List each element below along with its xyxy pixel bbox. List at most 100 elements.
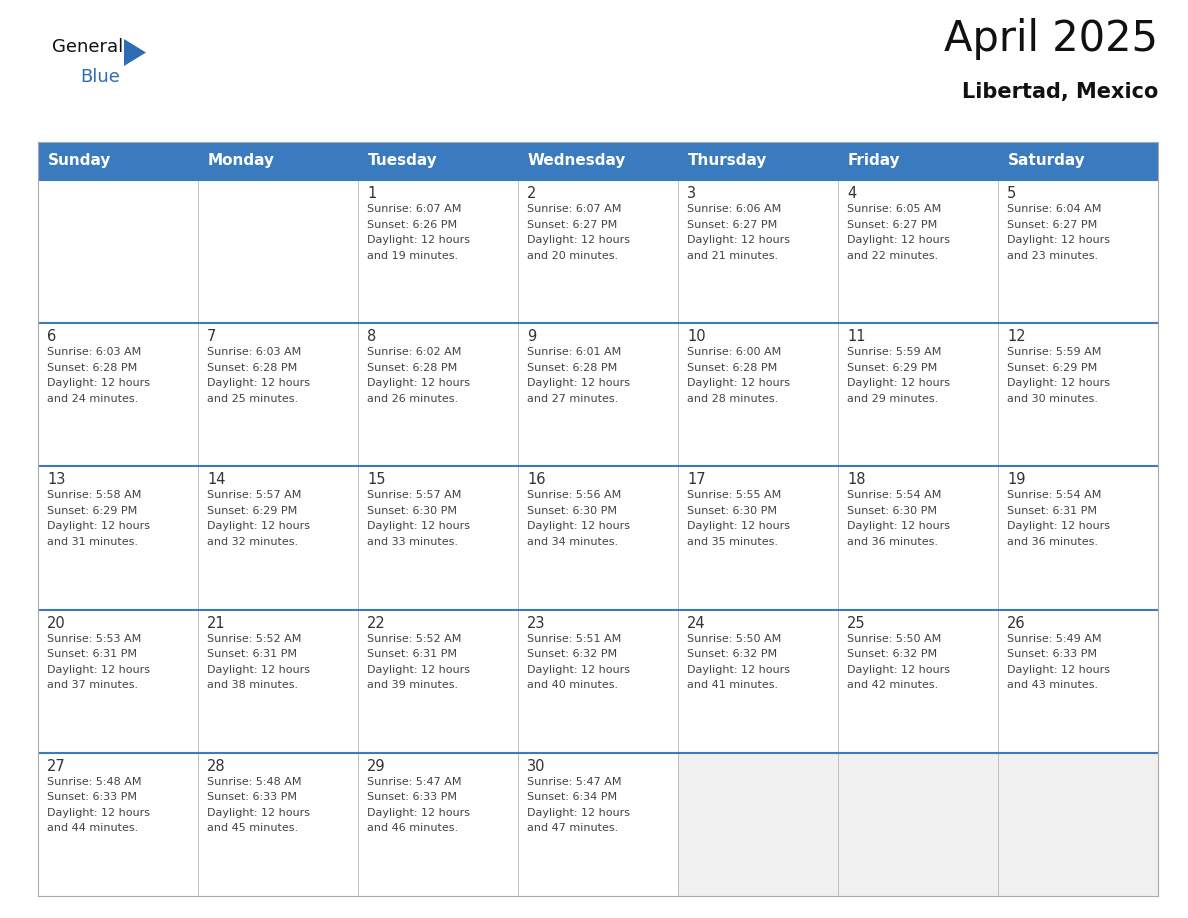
Text: Daylight: 12 hours: Daylight: 12 hours [207, 521, 310, 532]
Text: Daylight: 12 hours: Daylight: 12 hours [527, 235, 630, 245]
Text: Daylight: 12 hours: Daylight: 12 hours [687, 665, 790, 675]
FancyBboxPatch shape [998, 323, 1158, 466]
Text: Daylight: 12 hours: Daylight: 12 hours [207, 808, 310, 818]
Text: and 34 minutes.: and 34 minutes. [527, 537, 618, 547]
Text: Sunset: 6:32 PM: Sunset: 6:32 PM [527, 649, 617, 659]
Text: and 19 minutes.: and 19 minutes. [367, 251, 459, 261]
Text: and 36 minutes.: and 36 minutes. [1007, 537, 1098, 547]
Text: Sunrise: 6:04 AM: Sunrise: 6:04 AM [1007, 204, 1101, 214]
Text: Sunset: 6:28 PM: Sunset: 6:28 PM [48, 363, 138, 373]
Text: Daylight: 12 hours: Daylight: 12 hours [687, 378, 790, 388]
Text: Sunset: 6:30 PM: Sunset: 6:30 PM [847, 506, 937, 516]
FancyBboxPatch shape [198, 753, 358, 896]
FancyBboxPatch shape [998, 610, 1158, 753]
Text: Sunrise: 5:56 AM: Sunrise: 5:56 AM [527, 490, 621, 500]
FancyBboxPatch shape [518, 466, 678, 610]
Text: Daylight: 12 hours: Daylight: 12 hours [847, 521, 950, 532]
FancyBboxPatch shape [518, 180, 678, 323]
Text: and 26 minutes.: and 26 minutes. [367, 394, 459, 404]
FancyBboxPatch shape [358, 323, 518, 466]
Text: and 39 minutes.: and 39 minutes. [367, 680, 459, 690]
Text: 25: 25 [847, 616, 866, 631]
Text: and 30 minutes.: and 30 minutes. [1007, 394, 1098, 404]
Text: Sunrise: 6:07 AM: Sunrise: 6:07 AM [527, 204, 621, 214]
Text: Daylight: 12 hours: Daylight: 12 hours [527, 521, 630, 532]
Text: 8: 8 [367, 330, 377, 344]
FancyBboxPatch shape [38, 323, 198, 466]
FancyBboxPatch shape [198, 466, 358, 610]
Text: Sunset: 6:33 PM: Sunset: 6:33 PM [367, 792, 457, 802]
Text: Sunset: 6:28 PM: Sunset: 6:28 PM [367, 363, 457, 373]
Text: Sunrise: 5:50 AM: Sunrise: 5:50 AM [687, 633, 782, 644]
Text: and 41 minutes.: and 41 minutes. [687, 680, 778, 690]
Text: Sunrise: 5:48 AM: Sunrise: 5:48 AM [48, 777, 141, 787]
Text: Sunset: 6:27 PM: Sunset: 6:27 PM [1007, 219, 1098, 230]
FancyBboxPatch shape [838, 610, 998, 753]
Text: and 40 minutes.: and 40 minutes. [527, 680, 618, 690]
FancyBboxPatch shape [38, 180, 198, 323]
Text: Sunset: 6:29 PM: Sunset: 6:29 PM [847, 363, 937, 373]
Text: Daylight: 12 hours: Daylight: 12 hours [847, 378, 950, 388]
Text: Sunset: 6:27 PM: Sunset: 6:27 PM [687, 219, 777, 230]
Text: Sunrise: 6:03 AM: Sunrise: 6:03 AM [207, 347, 302, 357]
Text: Daylight: 12 hours: Daylight: 12 hours [1007, 378, 1110, 388]
Text: Daylight: 12 hours: Daylight: 12 hours [847, 665, 950, 675]
Text: Sunset: 6:29 PM: Sunset: 6:29 PM [207, 506, 297, 516]
Text: Daylight: 12 hours: Daylight: 12 hours [847, 235, 950, 245]
FancyBboxPatch shape [518, 610, 678, 753]
Text: General: General [52, 38, 124, 56]
FancyBboxPatch shape [358, 753, 518, 896]
Text: Daylight: 12 hours: Daylight: 12 hours [367, 665, 470, 675]
Text: 21: 21 [207, 616, 226, 631]
Text: and 43 minutes.: and 43 minutes. [1007, 680, 1098, 690]
Text: Tuesday: Tuesday [368, 153, 437, 169]
Text: and 37 minutes.: and 37 minutes. [48, 680, 138, 690]
FancyBboxPatch shape [838, 180, 998, 323]
Text: Sunday: Sunday [48, 153, 112, 169]
Text: Friday: Friday [848, 153, 901, 169]
Text: Sunrise: 5:47 AM: Sunrise: 5:47 AM [527, 777, 621, 787]
Text: Sunset: 6:31 PM: Sunset: 6:31 PM [207, 649, 297, 659]
Text: Sunrise: 5:53 AM: Sunrise: 5:53 AM [48, 633, 141, 644]
Text: and 28 minutes.: and 28 minutes. [687, 394, 778, 404]
Text: Sunrise: 6:06 AM: Sunrise: 6:06 AM [687, 204, 782, 214]
FancyBboxPatch shape [678, 142, 838, 180]
Text: and 20 minutes.: and 20 minutes. [527, 251, 618, 261]
Text: and 29 minutes.: and 29 minutes. [847, 394, 939, 404]
Text: and 47 minutes.: and 47 minutes. [527, 823, 618, 834]
Text: Sunset: 6:28 PM: Sunset: 6:28 PM [207, 363, 297, 373]
Text: Sunset: 6:26 PM: Sunset: 6:26 PM [367, 219, 457, 230]
Text: 27: 27 [48, 759, 65, 774]
Text: Sunrise: 5:54 AM: Sunrise: 5:54 AM [1007, 490, 1101, 500]
Text: Sunrise: 5:49 AM: Sunrise: 5:49 AM [1007, 633, 1101, 644]
Text: 9: 9 [527, 330, 536, 344]
Text: Blue: Blue [80, 68, 120, 86]
Text: Sunrise: 6:01 AM: Sunrise: 6:01 AM [527, 347, 621, 357]
Text: Sunset: 6:32 PM: Sunset: 6:32 PM [687, 649, 777, 659]
Text: Daylight: 12 hours: Daylight: 12 hours [367, 521, 470, 532]
Text: 6: 6 [48, 330, 56, 344]
Text: 23: 23 [527, 616, 545, 631]
Text: and 25 minutes.: and 25 minutes. [207, 394, 298, 404]
FancyBboxPatch shape [838, 753, 998, 896]
Text: Daylight: 12 hours: Daylight: 12 hours [48, 808, 150, 818]
Text: Daylight: 12 hours: Daylight: 12 hours [1007, 521, 1110, 532]
Text: Sunrise: 5:50 AM: Sunrise: 5:50 AM [847, 633, 941, 644]
FancyBboxPatch shape [358, 180, 518, 323]
Text: and 32 minutes.: and 32 minutes. [207, 537, 298, 547]
FancyBboxPatch shape [198, 142, 358, 180]
Text: Daylight: 12 hours: Daylight: 12 hours [367, 235, 470, 245]
Text: 3: 3 [687, 186, 696, 201]
Text: and 31 minutes.: and 31 minutes. [48, 537, 138, 547]
Text: Daylight: 12 hours: Daylight: 12 hours [367, 378, 470, 388]
Text: 10: 10 [687, 330, 706, 344]
Text: Sunrise: 6:03 AM: Sunrise: 6:03 AM [48, 347, 141, 357]
Text: Daylight: 12 hours: Daylight: 12 hours [1007, 665, 1110, 675]
Text: 29: 29 [367, 759, 386, 774]
Text: 13: 13 [48, 473, 65, 487]
Text: 18: 18 [847, 473, 866, 487]
Text: and 22 minutes.: and 22 minutes. [847, 251, 939, 261]
FancyBboxPatch shape [38, 753, 198, 896]
Text: and 46 minutes.: and 46 minutes. [367, 823, 459, 834]
Text: 20: 20 [48, 616, 65, 631]
